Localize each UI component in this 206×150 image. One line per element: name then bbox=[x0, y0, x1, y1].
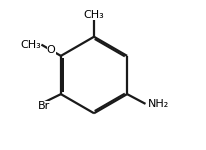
Text: Br: Br bbox=[38, 101, 50, 111]
Text: O: O bbox=[47, 45, 55, 55]
Text: CH₃: CH₃ bbox=[21, 40, 41, 50]
Text: NH₂: NH₂ bbox=[148, 99, 169, 109]
Text: CH₃: CH₃ bbox=[84, 10, 104, 20]
